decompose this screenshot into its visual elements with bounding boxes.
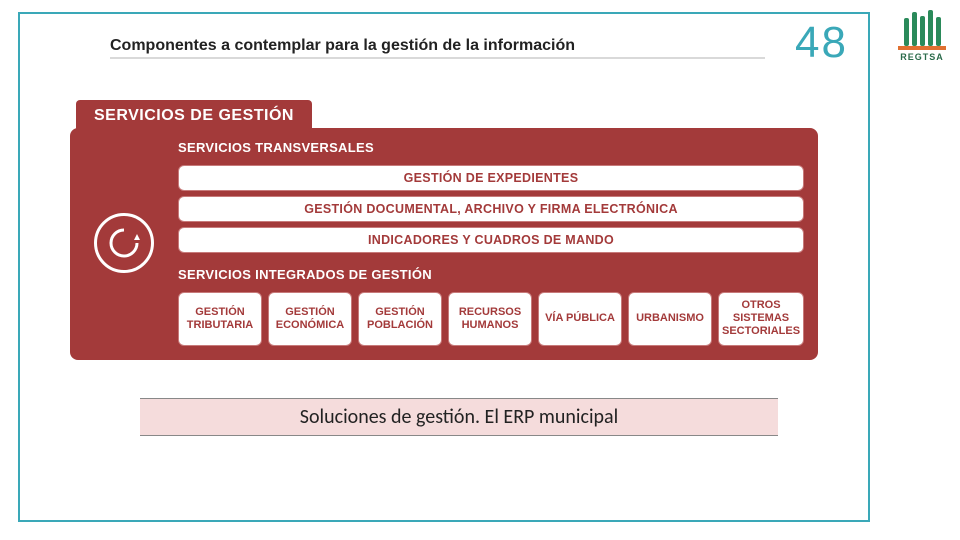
integrados-item: URBANISMO bbox=[628, 292, 712, 346]
caption-band: Soluciones de gestión. El ERP municipal bbox=[140, 398, 778, 436]
logo-text: REGTSA bbox=[894, 52, 950, 62]
transversal-item: GESTIÓN DOCUMENTAL, ARCHIVO Y FIRMA ELEC… bbox=[178, 196, 804, 222]
page-title: Componentes a contemplar para la gestión… bbox=[110, 37, 765, 59]
icon-column bbox=[84, 140, 164, 346]
integrados-item: RECURSOS HUMANOS bbox=[448, 292, 532, 346]
integrados-header: SERVICIOS INTEGRADOS DE GESTIÓN bbox=[178, 267, 804, 282]
header-row: Componentes a contemplar para la gestión… bbox=[20, 14, 868, 80]
section-tab-label: SERVICIOS DE GESTIÓN bbox=[76, 100, 312, 132]
integrados-item: GESTIÓN ECONÓMICA bbox=[268, 292, 352, 346]
services-content: SERVICIOS TRANSVERSALES GESTIÓN DE EXPED… bbox=[178, 140, 804, 346]
slide-frame: Componentes a contemplar para la gestión… bbox=[18, 12, 870, 522]
transversal-item: INDICADORES Y CUADROS DE MANDO bbox=[178, 227, 804, 253]
integrados-item: OTROS SISTEMAS SECTORIALES bbox=[718, 292, 804, 346]
cycle-icon bbox=[94, 213, 154, 273]
diagram-area: SERVICIOS DE GESTIÓN SERVICIOS TRANSVERS… bbox=[60, 90, 828, 370]
logo: REGTSA bbox=[894, 10, 950, 62]
logo-icon bbox=[898, 10, 946, 50]
integrados-row: GESTIÓN TRIBUTARIA GESTIÓN ECONÓMICA GES… bbox=[178, 292, 804, 346]
services-panel: SERVICIOS TRANSVERSALES GESTIÓN DE EXPED… bbox=[70, 128, 818, 360]
transversal-header: SERVICIOS TRANSVERSALES bbox=[178, 140, 804, 155]
page-number: 48 bbox=[795, 18, 848, 68]
transversal-item: GESTIÓN DE EXPEDIENTES bbox=[178, 165, 804, 191]
integrados-item: VÍA PÚBLICA bbox=[538, 292, 622, 346]
transversal-stack: GESTIÓN DE EXPEDIENTES GESTIÓN DOCUMENTA… bbox=[178, 165, 804, 253]
integrados-item: GESTIÓN TRIBUTARIA bbox=[178, 292, 262, 346]
integrados-item: GESTIÓN POBLACIÓN bbox=[358, 292, 442, 346]
